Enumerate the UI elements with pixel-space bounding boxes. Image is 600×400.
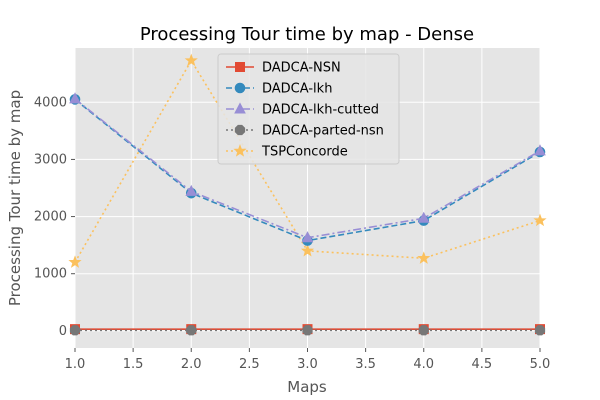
y-tick-label: 4000 <box>34 95 67 110</box>
legend-label: DADCA-NSN <box>262 61 341 76</box>
x-axis-label: Maps <box>287 378 327 396</box>
data-point <box>300 243 315 257</box>
data-point <box>301 231 314 243</box>
y-tick-label: 1000 <box>34 267 67 282</box>
data-point <box>184 53 198 67</box>
y-tick-label: 0 <box>59 324 67 339</box>
x-tick-label: 5.0 <box>530 357 551 372</box>
x-tick-label: 1.5 <box>123 357 144 372</box>
y-tick-label: 3000 <box>34 152 67 167</box>
series-2 <box>69 92 546 243</box>
legend-marker <box>234 124 246 136</box>
x-tick-label: 4.5 <box>472 357 493 372</box>
x-tick-label: 4.0 <box>413 357 434 372</box>
legend-marker <box>234 82 246 94</box>
legend-label: TSPConcorde <box>261 145 348 160</box>
y-axis-label: Processing Tour time by map <box>6 90 24 306</box>
x-tick-label: 1.0 <box>65 357 86 372</box>
data-point <box>68 255 82 268</box>
data-point <box>418 325 429 336</box>
chart-title: Processing Tour time by map - Dense <box>140 24 474 45</box>
legend-entry: TSPConcorde <box>226 144 348 160</box>
data-point <box>417 211 430 223</box>
legend-entry: DADCA-NSN <box>226 61 341 76</box>
data-point <box>534 144 546 156</box>
legend-label: DADCA-lkh-cutted <box>262 103 379 118</box>
legend-box <box>217 53 400 165</box>
legend-marker <box>235 62 245 72</box>
legend-marker <box>234 102 246 114</box>
x-tick-label: 3.5 <box>355 357 376 372</box>
y-axis: 0 1000 2000 3000 4000 <box>34 95 75 339</box>
data-point <box>69 325 81 336</box>
x-tick-label: 2.5 <box>239 357 260 372</box>
series-lines <box>68 53 547 336</box>
data-point <box>534 325 546 336</box>
x-tick-label: 3.0 <box>297 357 318 372</box>
data-point <box>186 325 197 336</box>
legend-entry: DADCA-lkh-cutted <box>226 102 379 118</box>
legend-marker <box>233 144 247 157</box>
series-3 <box>69 325 546 336</box>
legend-entry: DADCA-lkh <box>226 82 332 97</box>
legend-label: DADCA-parted-nsn <box>262 124 384 139</box>
series-4 <box>68 53 547 268</box>
y-tick-label: 2000 <box>34 210 67 225</box>
legend-entry: DADCA-parted-nsn <box>226 124 384 139</box>
data-point <box>185 184 198 196</box>
data-point <box>533 213 547 227</box>
data-point <box>417 251 431 264</box>
data-point <box>69 92 81 104</box>
x-tick-label: 2.0 <box>181 357 202 372</box>
legend: DADCA-NSN DADCA-lkh DADCA-lkh-cutted DADCA-… <box>217 53 400 165</box>
x-axis: 1.0 1.5 2.0 2.5 3.0 3.5 4.0 4.5 5.0 <box>65 348 551 372</box>
data-point <box>302 325 313 336</box>
legend-label: DADCA-lkh <box>262 82 332 97</box>
